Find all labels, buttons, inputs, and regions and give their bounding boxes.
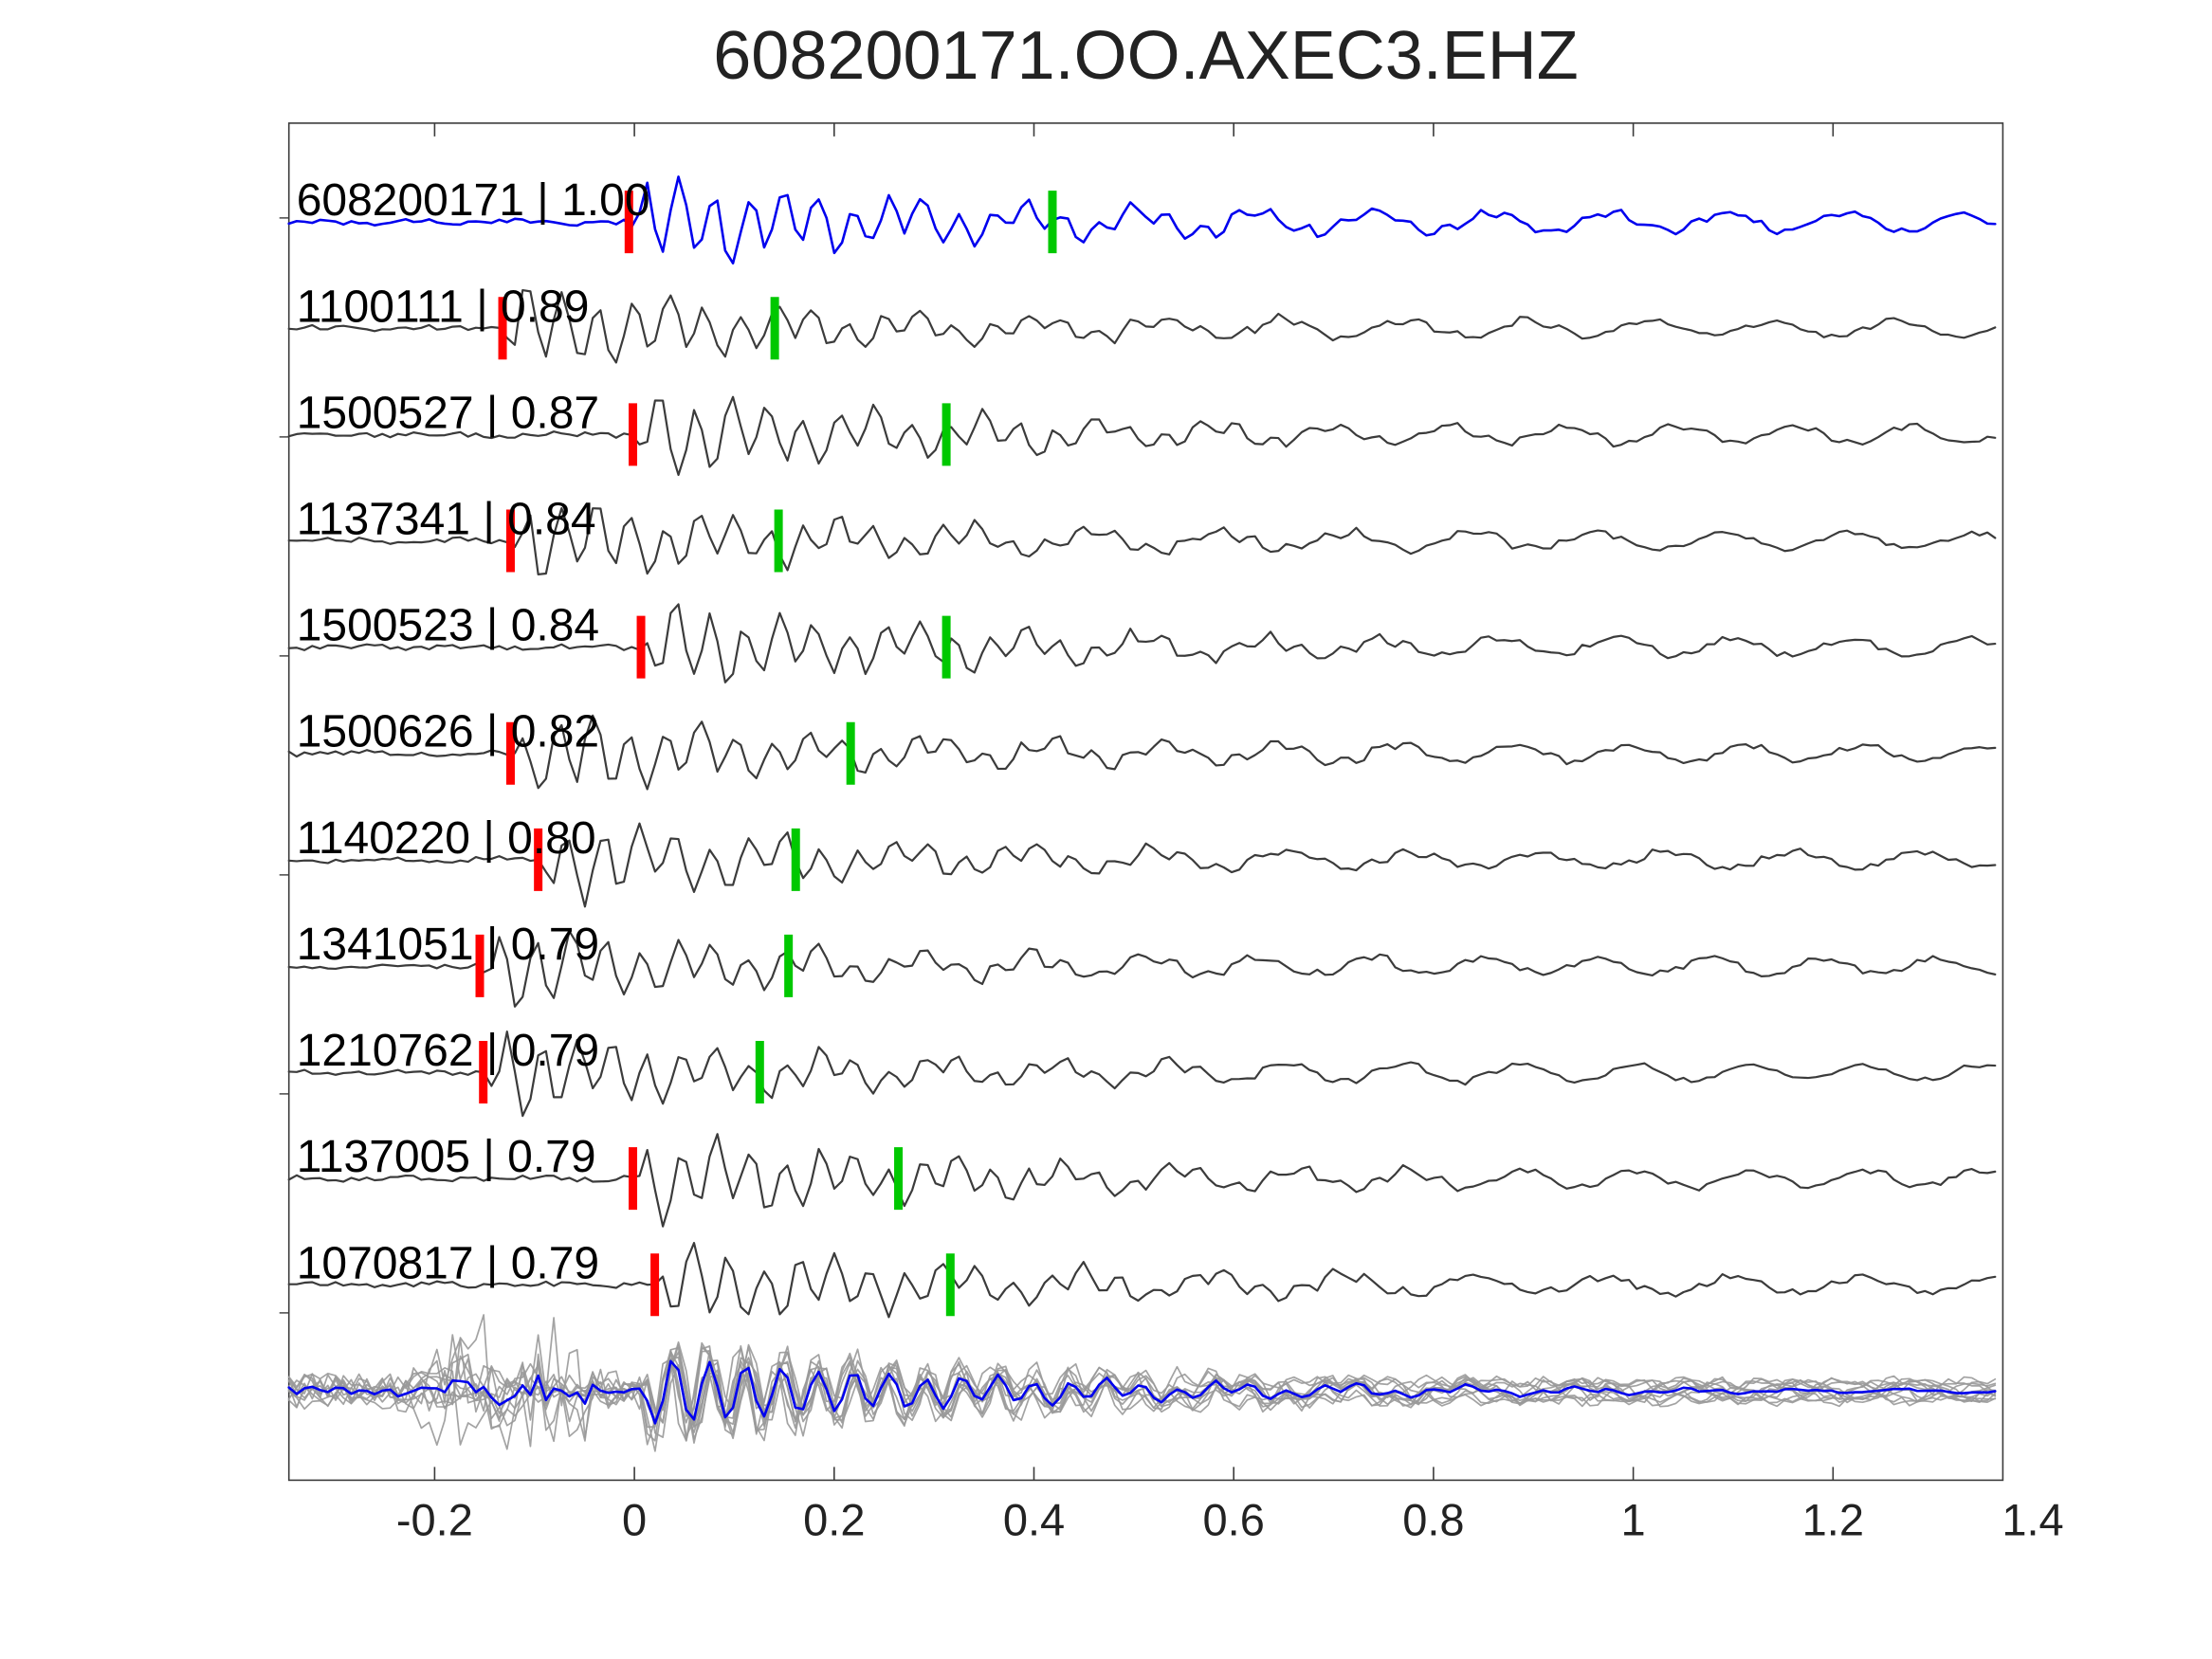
- svg-text:1500523 | 0.84: 1500523 | 0.84: [297, 601, 599, 651]
- svg-text:1140220 | 0.80: 1140220 | 0.80: [297, 813, 596, 864]
- svg-text:0.4: 0.4: [1003, 1494, 1065, 1544]
- svg-text:1500626 | 0.82: 1500626 | 0.82: [297, 707, 599, 757]
- svg-text:1: 1: [1621, 1494, 1646, 1544]
- svg-text:1137341 | 0.84: 1137341 | 0.84: [297, 494, 596, 544]
- svg-text:608200171 | 1.00: 608200171 | 1.00: [297, 175, 650, 226]
- svg-text:0.8: 0.8: [1402, 1494, 1464, 1544]
- svg-text:-0.2: -0.2: [396, 1494, 473, 1544]
- svg-text:1341051 | 0.79: 1341051 | 0.79: [297, 920, 599, 970]
- svg-text:1500527 | 0.87: 1500527 | 0.87: [297, 388, 599, 438]
- svg-text:1.4: 1.4: [2002, 1494, 2063, 1544]
- svg-text:1.2: 1.2: [1802, 1494, 1864, 1544]
- svg-text:1070817 | 0.79: 1070817 | 0.79: [297, 1238, 599, 1288]
- svg-text:0.6: 0.6: [1203, 1494, 1265, 1544]
- svg-text:1137005 | 0.79: 1137005 | 0.79: [297, 1132, 596, 1182]
- svg-text:1100111 | 0.89: 1100111 | 0.89: [297, 282, 590, 332]
- svg-text:1210762 | 0.79: 1210762 | 0.79: [297, 1026, 599, 1076]
- svg-text:0: 0: [622, 1494, 647, 1544]
- svg-text:0.2: 0.2: [803, 1494, 865, 1544]
